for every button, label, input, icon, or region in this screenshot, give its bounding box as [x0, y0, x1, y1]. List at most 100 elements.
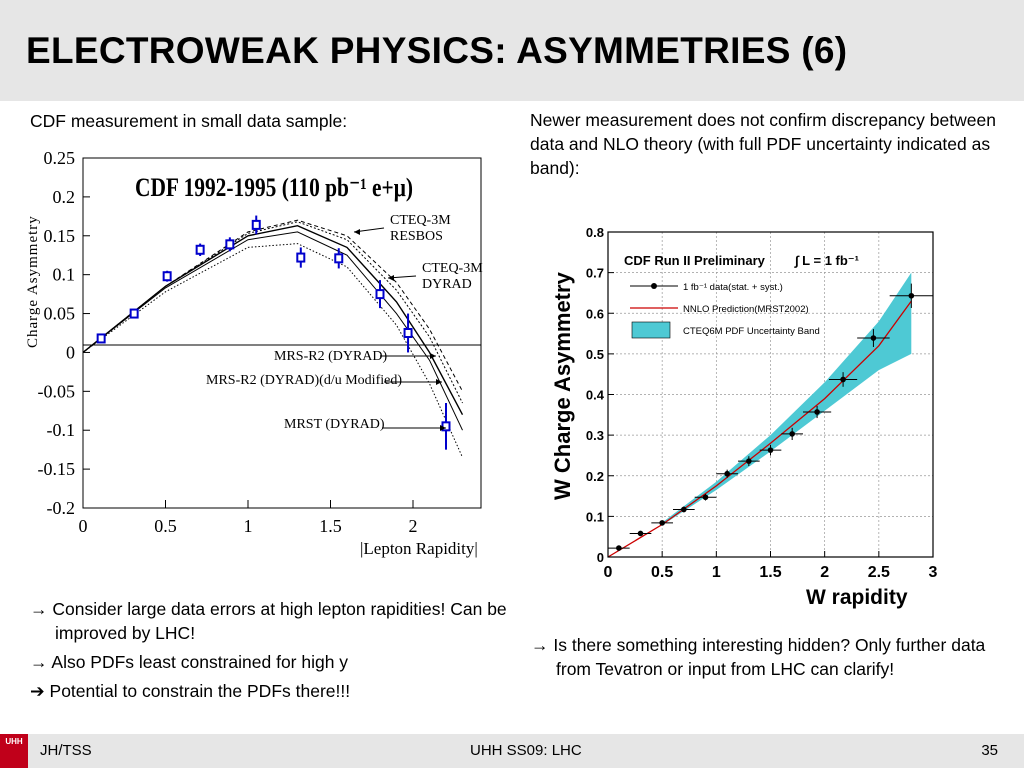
y-tick-label: 0 [597, 550, 604, 565]
arrow-head [440, 425, 446, 431]
y-tick-label: 0.15 [44, 226, 76, 246]
right-bullet-list: → Is there something interesting hidden?… [531, 633, 991, 686]
data-point [96, 333, 106, 344]
slide-title: ELECTROWEAK PHYSICS: ASYMMETRIES (6) [26, 30, 848, 71]
y-tick-label: 0.2 [586, 469, 604, 484]
theory-curve [82, 243, 463, 458]
y-tick-label: 0.1 [586, 509, 604, 524]
legend-data-swatch-point [651, 283, 657, 289]
x-tick-label: 1.5 [759, 564, 781, 581]
legend-band-swatch [631, 321, 671, 339]
data-point [840, 376, 846, 383]
left-intro-text: CDF measurement in small data sample: [30, 111, 348, 131]
theory-curve [82, 231, 463, 431]
y-tick-label: -0.15 [38, 459, 76, 479]
arrow-head [430, 353, 436, 359]
x-axis-label: W rapidity [806, 586, 908, 609]
theory-curve [82, 221, 463, 404]
right-intro-text: Newer measurement does not confirm discr… [530, 110, 996, 178]
luminosity-label: ∫ L = 1 fb⁻¹ [794, 253, 859, 268]
curve-label-cteq3m-resbos: CTEQ-3M [390, 213, 451, 228]
x-tick-label: 3 [929, 564, 938, 581]
data-point [681, 506, 687, 513]
data-point [225, 239, 235, 250]
y-tick-label: 0.3 [586, 428, 604, 443]
x-tick-label: 0.5 [154, 516, 177, 536]
cdf-run2-chart: 00.10.20.30.40.50.60.70.8 0 0.5 1 1.5 2 2.5 3 … [550, 225, 938, 609]
x-tick-label: 0 [604, 564, 613, 581]
data-point [251, 219, 261, 230]
chart-title: CDF Run II Preliminary [624, 253, 766, 268]
uhh-logo: UHH [0, 734, 28, 768]
bullet-item: ➔ Potential to constrain the PDFs there!… [30, 681, 351, 701]
legend-band-label: CTEQ6M PDF Uncertainty Band [683, 326, 820, 337]
data-point [702, 494, 709, 501]
y-tick-label: 0.7 [586, 266, 604, 281]
x-tick-label: 0.5 [651, 564, 673, 581]
title-bar: ELECTROWEAK PHYSICS: ASYMMETRIES (6) [0, 0, 1024, 101]
x-tick-label: 1 [244, 516, 253, 536]
footer-author: JH/TSS [40, 742, 92, 759]
footer: UHH JH/TSS UHH SS09: LHC 35 [0, 734, 1024, 768]
data-point [814, 409, 820, 415]
data-point [334, 253, 344, 264]
y-tick-label: 0.6 [586, 306, 604, 321]
y-tick-label: -0.1 [47, 420, 76, 440]
y-tick-label: -0.2 [47, 498, 76, 518]
data-point [375, 289, 385, 300]
legend-prediction-label: NNLO Prediction(MRST2002) [683, 304, 809, 315]
data-point [296, 252, 306, 263]
bullet-item: → Is there something interesting hidden?… [531, 635, 986, 679]
data-point [195, 244, 205, 255]
y-tick-label: 0.8 [586, 225, 604, 240]
data-point [403, 328, 413, 338]
chart-title: CDF 1992-1995 (110 pb⁻¹ e+μ) [135, 173, 413, 202]
x-tick-label: 2.5 [868, 564, 890, 581]
data-point [767, 447, 774, 453]
x-axis-label: |Lepton Rapidity| [360, 539, 478, 558]
curve-label-mrsr2-modified: MRS-R2 (DYRAD)(d/u Modified) [206, 373, 402, 388]
data-point [616, 545, 622, 551]
data-point [908, 292, 915, 299]
y-axis-label: Charge Asymmetry [25, 215, 41, 348]
x-tick-label: 1.5 [319, 516, 342, 536]
y-tick-label: -0.05 [38, 381, 76, 401]
footer-course: UHH SS09: LHC [470, 742, 582, 759]
y-tick-label: 0.5 [586, 347, 604, 362]
x-tick-label: 2 [820, 564, 829, 581]
curve-label-mrst: MRST (DYRAD) [284, 417, 385, 432]
y-tick-label: 0.4 [586, 388, 605, 403]
bullet-item: → Also PDFs least constrained for high y [30, 652, 349, 672]
left-bullet-list: → Consider large data errors at high lep… [30, 597, 520, 708]
curve-label-cteq3m-dyrad: CTEQ-3M [422, 261, 483, 276]
data-point [870, 335, 877, 341]
y-tick-label: 0.1 [53, 265, 76, 285]
y-tick-label: 0 [66, 342, 75, 362]
y-tick-label: 0.05 [44, 304, 76, 324]
data-point [746, 458, 752, 464]
data-point [637, 530, 644, 537]
theory-curve [82, 224, 464, 416]
curve-label-dyrad: DYRAD [422, 277, 472, 292]
bullet-item: → Consider large data errors at high lep… [30, 599, 507, 643]
curve-label-mrsr2: MRS-R2 (DYRAD) [274, 349, 388, 364]
y-tick-label: 0.2 [53, 187, 76, 207]
data-point [789, 431, 795, 437]
legend-data-label: 1 fb⁻¹ data(stat. + syst.) [683, 282, 783, 293]
data-point [659, 520, 665, 526]
cdf-run1-chart: 0.25 0.2 0.15 0.1 0.05 0 -0.05 -0.1 -0.15 -0.2 0 0… [25, 148, 483, 558]
arrow-head [388, 275, 394, 281]
chart-frame [82, 157, 482, 509]
y-axis-label: W Charge Asymmetry [550, 271, 575, 500]
data-point [724, 470, 730, 477]
data-point [129, 308, 139, 319]
data-point [162, 271, 172, 282]
curve-label-resbos: RESBOS [390, 229, 443, 244]
arrow-head [354, 229, 360, 235]
arrow-head [436, 379, 442, 385]
x-tick-label: 1 [712, 564, 721, 581]
y-tick-label: 0.25 [44, 148, 76, 168]
x-tick-label: 0 [79, 516, 88, 536]
page-number: 35 [981, 742, 998, 759]
x-tick-label: 2 [409, 516, 418, 536]
